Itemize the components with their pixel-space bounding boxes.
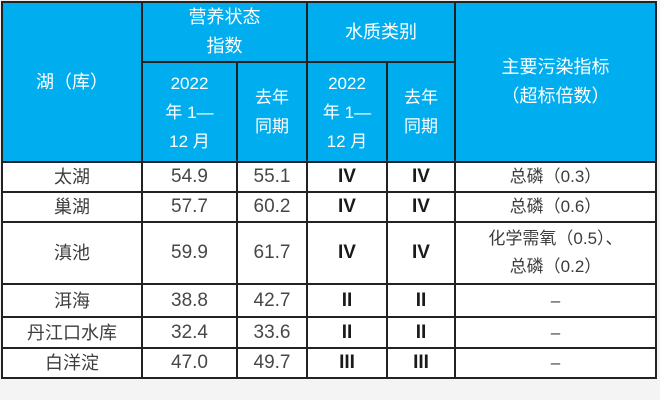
header-group-row: 湖（库） 营养状态 指数 水质类别 主要污染指标 （超标倍数） — [1, 1, 657, 163]
quality-lastyear-cell: IV — [386, 161, 456, 193]
lake-name-cell: 丹江口水库 — [1, 316, 143, 349]
nutrition-2022-cell: 54.9 — [141, 161, 238, 193]
quality-2022-cell: II — [306, 283, 388, 318]
header-pollution: 主要污染指标 （超标倍数） — [454, 1, 657, 163]
nutrition-2022-cell: 57.7 — [141, 191, 238, 223]
quality-lastyear-cell: III — [386, 347, 456, 379]
pollution-indicator-cell: 总磷（0.3） — [454, 161, 657, 193]
lake-name-cell: 巢湖 — [1, 191, 143, 223]
header-nutrition-lastyear: 去年 同期 — [236, 61, 308, 163]
nutrition-lastyear-cell: 60.2 — [236, 191, 308, 223]
pollution-indicator-cell: – — [454, 316, 657, 349]
water-quality-table: 湖（库） 营养状态 指数 水质类别 主要污染指标 （超标倍数） 2022 年 1… — [1, 1, 657, 379]
quality-lastyear-cell: IV — [386, 191, 456, 223]
pollution-indicator-cell: – — [454, 347, 657, 379]
table-row: 白洋淀 47.0 49.7 III III – — [1, 347, 657, 379]
nutrition-2022-cell: 59.9 — [141, 221, 238, 285]
nutrition-lastyear-cell: 42.7 — [236, 283, 308, 318]
nutrition-2022-cell: 47.0 — [141, 347, 238, 379]
quality-2022-cell: IV — [306, 191, 388, 223]
lake-name-cell: 太湖 — [1, 161, 143, 193]
nutrition-lastyear-cell: 33.6 — [236, 316, 308, 349]
lake-name-cell: 洱海 — [1, 283, 143, 318]
nutrition-2022-cell: 32.4 — [141, 316, 238, 349]
header-quality-2022: 2022 年 1— 12 月 — [306, 61, 388, 163]
header-nutrition-group: 营养状态 指数 — [141, 1, 308, 63]
table-row: 滇池 59.9 61.7 IV IV 化学需氧（0.5）、 总磷（0.2） — [1, 221, 657, 285]
lake-name-cell: 白洋淀 — [1, 347, 143, 379]
pollution-indicator-cell: 总磷（0.6） — [454, 191, 657, 223]
pollution-indicator-cell: – — [454, 283, 657, 318]
quality-lastyear-cell: II — [386, 316, 456, 349]
quality-2022-cell: IV — [306, 161, 388, 193]
header-quality-group: 水质类别 — [306, 1, 456, 63]
quality-2022-cell: IV — [306, 221, 388, 285]
header-nutrition-2022: 2022 年 1— 12 月 — [141, 61, 238, 163]
quality-2022-cell: III — [306, 347, 388, 379]
table-row: 洱海 38.8 42.7 II II – — [1, 283, 657, 318]
header-lake: 湖（库） — [1, 1, 143, 163]
quality-2022-cell: II — [306, 316, 388, 349]
nutrition-lastyear-cell: 61.7 — [236, 221, 308, 285]
header-sub-row: 2022 年 1— 12 月 去年 同期 2022 年 1— 12 月 去年 同… — [2, 61, 656, 163]
nutrition-2022-cell: 38.8 — [141, 283, 238, 318]
quality-lastyear-cell: IV — [386, 221, 456, 285]
table-row: 巢湖 57.7 60.2 IV IV 总磷（0.6） — [1, 191, 657, 223]
quality-lastyear-cell: II — [386, 283, 456, 318]
nutrition-lastyear-cell: 55.1 — [236, 161, 308, 193]
table-row: 丹江口水库 32.4 33.6 II II – — [1, 316, 657, 349]
nutrition-lastyear-cell: 49.7 — [236, 347, 308, 379]
lake-name-cell: 滇池 — [1, 221, 143, 285]
pollution-indicator-cell: 化学需氧（0.5）、 总磷（0.2） — [454, 221, 657, 285]
header-quality-lastyear: 去年 同期 — [386, 61, 456, 163]
table-row: 太湖 54.9 55.1 IV IV 总磷（0.3） — [1, 161, 657, 193]
